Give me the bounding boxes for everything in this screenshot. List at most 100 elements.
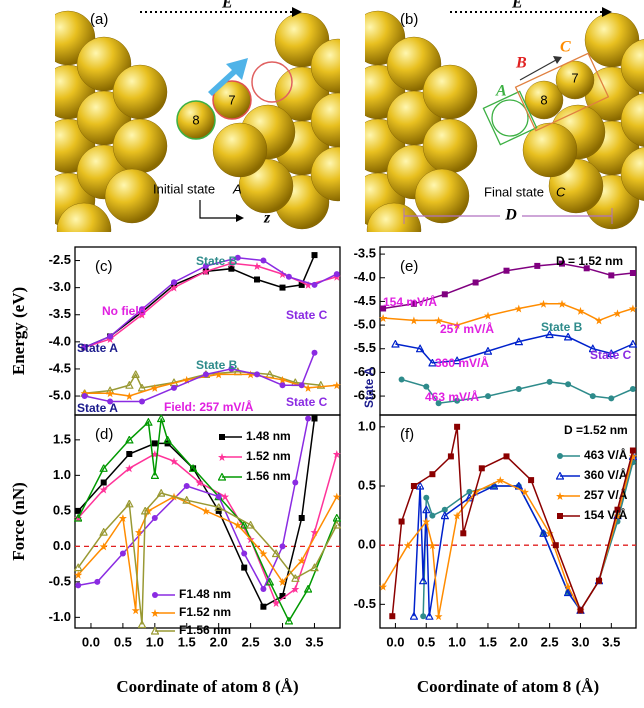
x-tick-label: 0.0 (82, 634, 100, 649)
x-axis-title: Coordinate of atom 8 (Å) (417, 677, 599, 696)
annotation: Field: 257 mV/Å (164, 399, 254, 414)
x-tick-label: 3.5 (305, 634, 323, 649)
gold-atom (415, 169, 469, 223)
axis-arrow (200, 200, 238, 218)
y-tick-label: 1.0 (53, 467, 71, 482)
y-axis-title: Force (nN) (9, 482, 28, 561)
caption-state: A (232, 181, 242, 196)
gold-atom (311, 39, 365, 93)
caption: Final state (484, 184, 544, 199)
arrow-head (553, 56, 562, 64)
arrow-head (236, 214, 244, 222)
legend-label: F1.48 nm (179, 587, 231, 601)
x-tick-label: 1.5 (479, 634, 497, 649)
x-tick-label: 0.5 (114, 634, 132, 649)
annotation: State A (362, 367, 376, 408)
axis-label: z (263, 210, 271, 227)
legend-label: 1.48 nm (246, 429, 291, 443)
x-tick-label: 3.5 (602, 634, 620, 649)
y-tick-label: -1.0 (49, 609, 71, 624)
state-label: B (515, 55, 527, 72)
atom-label: 7 (228, 92, 235, 107)
gold-atom (113, 65, 167, 119)
gold-atom (57, 203, 111, 257)
y-tick-label: -4.0 (49, 333, 71, 348)
legend-label: 360 V/Å (584, 467, 628, 482)
legend-label: 463 V/Å (584, 447, 628, 462)
illustration-b (351, 11, 644, 257)
y-axis-title: Energy (eV) (9, 287, 28, 375)
annotation: 360 mV/Å (435, 355, 489, 370)
y-tick-label: -0.5 (354, 596, 376, 611)
annotation: State B (196, 358, 238, 372)
y-tick-label: 0.5 (53, 502, 71, 517)
distance-label: D (504, 207, 517, 224)
legend-label: 154 V/Å (584, 507, 628, 522)
atom-label: 8 (540, 92, 547, 107)
y-tick-label: -4.5 (49, 360, 71, 375)
atom-label: 7 (571, 70, 578, 85)
panel-label: (b) (400, 11, 418, 28)
y-tick-label: 0.0 (53, 538, 71, 553)
figure: E (a) 7 8 Initial state A z E (b) A B C … (0, 0, 644, 703)
series-line (423, 462, 633, 616)
state-label: C (560, 39, 571, 56)
x-tick-label: 2.0 (510, 634, 528, 649)
gold-atom (423, 119, 477, 173)
y-tick-label: 1.5 (53, 431, 71, 446)
annotation: No field (102, 304, 146, 318)
x-tick-label: 2.5 (541, 634, 559, 649)
x-axis-title: Coordinate of atom 8 (Å) (116, 677, 298, 696)
y-tick-label: 0.0 (358, 537, 376, 552)
annotation: 154 mV/Å (383, 294, 437, 309)
gold-atom (113, 119, 167, 173)
atom-label: 8 (192, 112, 199, 127)
illustration-a (41, 11, 365, 257)
legend-label: F1.56 nm (179, 623, 231, 637)
y-tick-label: -4.5 (354, 293, 376, 308)
y-tick-label: -3.0 (49, 279, 71, 294)
x-tick-label: 1.0 (146, 634, 164, 649)
y-tick-label: -2.5 (49, 252, 71, 267)
annotation: State C (590, 348, 632, 362)
state-a-site (492, 100, 528, 136)
annotation: State C (286, 395, 328, 409)
panel-label: (d) (95, 426, 113, 443)
legend-label: F1.52 nm (179, 605, 231, 619)
y-tick-label: -0.5 (49, 573, 71, 588)
x-tick-label: 0.0 (386, 634, 404, 649)
gold-atom (105, 169, 159, 223)
annotation: State B (541, 320, 583, 334)
state-label: A (495, 83, 507, 100)
annotation: State C (286, 308, 328, 322)
annotation: D = 1.52 nm (556, 254, 623, 268)
y-tick-label: -5.0 (354, 317, 376, 332)
x-tick-label: 3.0 (273, 634, 291, 649)
gold-atom (311, 147, 365, 201)
annotation: 463 mV/Å (425, 389, 479, 404)
gold-atom (423, 65, 477, 119)
x-tick-label: 3.0 (571, 634, 589, 649)
gold-atom (523, 123, 577, 177)
field-label: E (221, 0, 233, 12)
caption: Initial state (153, 181, 215, 196)
gold-atom (311, 93, 365, 147)
legend-label: 1.56 nm (246, 469, 291, 483)
y-tick-label: -4.0 (354, 269, 376, 284)
panel-label: (f) (400, 426, 414, 443)
panel-label: (a) (90, 11, 108, 28)
annotation: 257 mV/Å (440, 321, 494, 336)
y-tick-label: 1.0 (358, 418, 376, 433)
x-tick-label: 1.0 (448, 634, 466, 649)
caption-state: C (556, 184, 566, 199)
series-line (78, 419, 314, 607)
annotation: State B (196, 254, 238, 268)
field-label: E (511, 0, 523, 12)
y-tick-label: 0.5 (358, 477, 376, 492)
panel-label: (e) (400, 258, 418, 275)
x-tick-label: 0.5 (417, 634, 435, 649)
y-tick-label: -3.5 (49, 306, 71, 321)
series-line (78, 454, 337, 603)
series-line (85, 372, 321, 394)
gold-atom (213, 123, 267, 177)
